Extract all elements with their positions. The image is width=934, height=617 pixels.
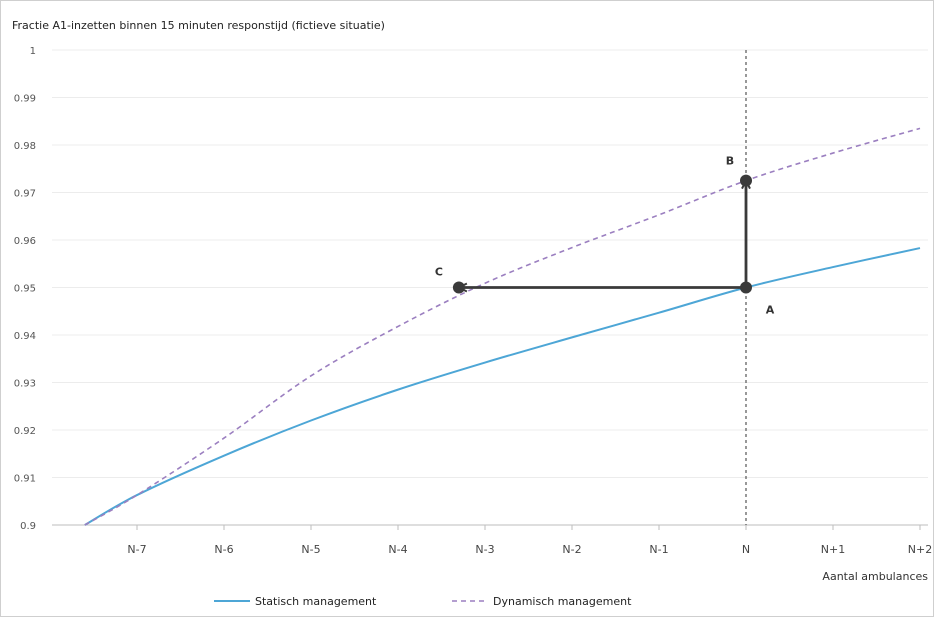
y-tick-label: 0.96 — [14, 236, 36, 247]
point-b-label: B — [726, 155, 734, 168]
y-tick-label: 0.99 — [14, 94, 36, 105]
x-axis-title: Aantal ambulances — [822, 570, 928, 583]
y-tick-label: 0.98 — [14, 141, 36, 152]
x-tick-label: N — [742, 543, 750, 556]
x-axis-ticks: N-7 N-6 N-5 N-4 N-3 N-2 N-1 N N+1 N+2 — [127, 525, 932, 556]
y-tick-label: 0.97 — [14, 189, 36, 200]
x-tick-label: N+1 — [821, 543, 845, 556]
point-a-marker — [740, 281, 752, 294]
x-tick-label: N-3 — [475, 543, 494, 556]
point-a-label: A — [766, 304, 775, 317]
y-tick-label: 0.9 — [20, 521, 36, 532]
x-tick-label: N-7 — [127, 543, 146, 556]
point-b-marker — [740, 174, 752, 187]
point-c-label: C — [435, 266, 443, 279]
annotations: A B C — [435, 155, 775, 317]
y-tick-label: 0.91 — [14, 474, 36, 485]
series-line-dynamisch — [84, 127, 921, 526]
x-tick-label: N-1 — [649, 543, 668, 556]
y-axis-ticks: 0.9 0.91 0.92 0.93 0.94 0.95 0.96 0.97 0.98 0.99 1 — [14, 46, 36, 532]
series-line-statisch — [84, 247, 921, 526]
y-tick-label: 0.94 — [14, 331, 36, 342]
y-tick-label: 0.95 — [14, 284, 36, 295]
y-tick-label: 0.92 — [14, 426, 36, 437]
x-tick-label: N+2 — [908, 543, 932, 556]
x-tick-label: N-4 — [388, 543, 407, 556]
y-tick-label: 1 — [30, 46, 36, 57]
legend-label: Dynamisch management — [493, 595, 632, 608]
x-tick-label: N-5 — [301, 543, 320, 556]
legend: Statisch management Dynamisch management — [214, 595, 632, 608]
y-tick-label: 0.93 — [14, 379, 36, 390]
x-tick-label: N-2 — [562, 543, 581, 556]
legend-label: Statisch management — [255, 595, 377, 608]
x-tick-label: N-6 — [214, 543, 233, 556]
point-c-marker — [452, 281, 465, 294]
series-lines — [84, 50, 921, 526]
chart-title: Fractie A1-inzetten binnen 15 minuten re… — [12, 19, 385, 32]
